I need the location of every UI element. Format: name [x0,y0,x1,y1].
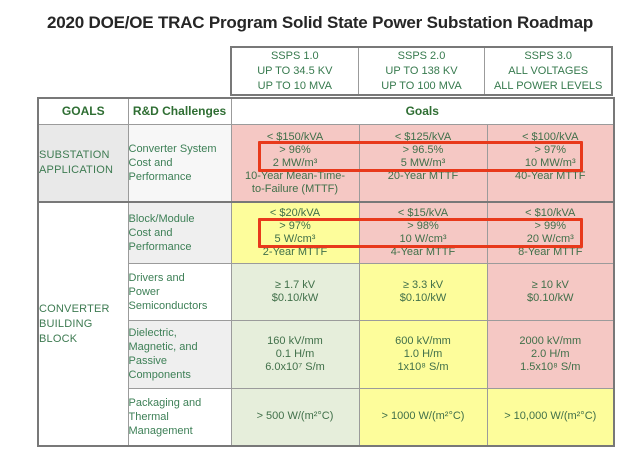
goal-cell-r4c3: 2000 kV/mm 2.0 H/m 1.5x10⁸ S/m [486,319,615,389]
goal-cell-r3c1: ≥ 1.7 kV $0.10/kW [230,262,360,321]
goal-cell-r5c3: > 10,000 W/(m²°C) [486,387,615,447]
phase-header: SSPS 1.0 UP TO 34.5 KV UP TO 10 MVA SSPS… [230,46,613,96]
goal-cell-r1c2: < $125/kVA > 96.5% 5 MW/m³ 20-Year MTTF [358,123,488,203]
challenge-converter-system: Converter System Cost and Performance [127,123,232,203]
row-drivers-semiconductors: Drivers and Power Semiconductors ≥ 1.7 k… [38,262,615,321]
goals-span-header: Goals [230,97,615,125]
goal-cell-r3c3: ≥ 10 kV $0.10/kW [486,262,615,321]
phase-header-ssps3: SSPS 3.0 ALL VOLTAGES ALL POWER LEVELS [493,49,603,92]
goal-cell-r1c3: < $100/kVA > 97% 10 MW/m³ 40-Year MTTF [486,123,615,203]
goal-cell-r1c1: < $150/kVA > 96% 2 MW/m³ 10-Year Mean-Ti… [230,123,360,203]
header-row: GOALS R&D Challenges Goals [37,97,615,125]
row-dielectric-passive: Dielectric, Magnetic, and Passive Compon… [38,319,615,389]
goal-cell-r4c1: 160 kV/mm 0.1 H/m 6.0x10⁷ S/m [230,319,360,389]
row-block-module: CONVERTER BUILDING BLOCK Block/Module Co… [37,201,615,447]
goal-cell-r2c3: < $10/kVA > 99% 20 W/cm³ 8-Year MTTF [486,201,615,264]
row-converter-system: SUBSTATION APPLICATION Converter System … [37,123,615,203]
challenge-block-module: Block/Module Cost and Performance [127,201,232,264]
roadmap-table: GOALS R&D Challenges Goals SUBSTATION AP… [37,97,616,447]
goal-cell-r5c2: > 1000 W/(m²°C) [358,387,488,447]
row-packaging-thermal: Packaging and Thermal Management > 500 W… [38,387,615,447]
goals-column-header: GOALS [37,97,129,125]
goal-cell-r2c2: < $15/kVA > 98% 10 W/cm³ 4-Year MTTF [358,201,488,264]
highlight-rectangle-block-tiers [258,218,583,248]
page-title: 2020 DOE/OE TRAC Program Solid State Pow… [46,13,594,32]
highlight-rectangle-substation-tiers [258,141,583,172]
challenges-column-header: R&D Challenges [127,97,232,125]
goal-cell-r3c2: ≥ 3.3 kV $0.10/kW [358,262,488,321]
challenge-packaging-thermal: Packaging and Thermal Management [127,387,232,447]
phase-header-ssps2: SSPS 2.0 UP TO 138 KV UP TO 100 MVA [359,48,486,94]
challenge-dielectric-passive: Dielectric, Magnetic, and Passive Compon… [127,319,232,389]
challenge-drivers-power: Drivers and Power Semiconductors [127,262,232,321]
section-label-converter-building-block: CONVERTER BUILDING BLOCK [37,201,129,447]
goal-cell-r5c1: > 500 W/(m²°C) [230,387,360,447]
section-label-substation-application: SUBSTATION APPLICATION [37,123,129,203]
goal-cell-r4c2: 600 kV/mm 1.0 H/m 1x10⁸ S/m [358,319,488,389]
phase-header-ssps1: SSPS 1.0 UP TO 34.5 KV UP TO 10 MVA [232,48,359,94]
